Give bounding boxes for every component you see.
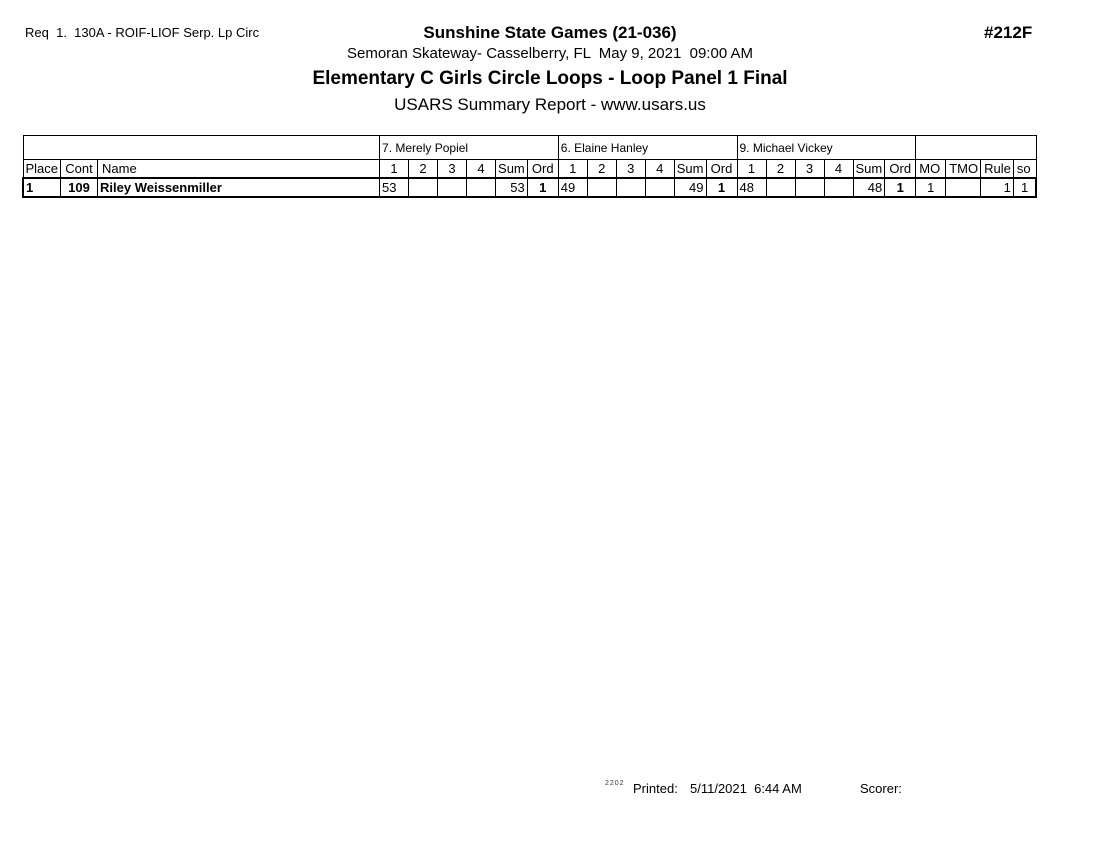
cell-j2-mark2	[586, 176, 617, 198]
cell-rule: 1	[980, 176, 1014, 198]
col-header-place: Place	[22, 159, 62, 178]
cell-j3-mark1: 48	[736, 176, 767, 198]
cell-skater-name: Riley Weissenmiller	[97, 176, 381, 198]
cell-j1-mark1: 53	[379, 176, 410, 198]
col-header-j2-mark1: 1	[557, 159, 588, 178]
col-header-j3-sum: Sum	[852, 159, 886, 178]
cell-j3-ordinal: 1	[884, 176, 917, 198]
cell-j1-mark4	[466, 176, 497, 198]
col-header-j3-ord: Ord	[884, 159, 917, 178]
judge-panel-3: 9. Michael Vickey	[736, 135, 917, 160]
col-header-j3-mark1: 1	[736, 159, 767, 178]
requirement-line: Req 1. 130A - ROIF-LIOF Serp. Lp Circ	[25, 25, 260, 40]
column-header-row: Place Cont Name 1 2 3 4 Sum Ord 1 2 3 4 …	[22, 159, 1037, 178]
footer-version-mark: 2202	[605, 780, 625, 787]
col-header-j3-mark4: 4	[823, 159, 854, 178]
printed-timestamp: 5/11/2021 6:44 AM	[690, 781, 802, 796]
cell-j1-sum: 53	[495, 176, 528, 198]
cell-j3-mark4	[823, 176, 854, 198]
event-number: #212F	[984, 23, 1033, 42]
cell-j2-ordinal: 1	[705, 176, 738, 198]
col-header-j3-mark3: 3	[794, 159, 825, 178]
cell-cont-number: 109	[60, 176, 99, 198]
col-header-rule: Rule	[980, 159, 1014, 178]
cell-tmo	[945, 176, 982, 198]
judge-panel-1: 7. Merely Popiel	[379, 135, 559, 160]
cell-so: 1	[1012, 176, 1038, 198]
col-header-so: so	[1012, 159, 1037, 178]
scorer-label: Scorer:	[860, 781, 902, 796]
cell-j1-mark3	[437, 176, 468, 198]
cell-j2-mark4	[644, 176, 675, 198]
cell-j1-ordinal: 1	[526, 176, 559, 198]
col-header-j3-mark2: 2	[765, 159, 796, 178]
col-header-j1-mark1: 1	[379, 159, 410, 178]
col-header-j1-mark3: 3	[437, 159, 468, 178]
report-type-line: USARS Summary Report - www.usars.us	[394, 94, 706, 114]
col-header-j2-mark2: 2	[586, 159, 617, 178]
col-header-mo: MO	[915, 159, 947, 178]
competitor-row: 1 109 Riley Weissenmiller 53 53 1 49 49 …	[22, 176, 1038, 198]
band-spacer-left	[22, 135, 381, 160]
cell-j2-sum: 49	[673, 176, 707, 198]
col-header-j2-mark4: 4	[644, 159, 675, 178]
competition-title: Sunshine State Games (21-036)	[423, 23, 677, 42]
cell-place: 1	[22, 176, 62, 198]
judge-panel-row: 7. Merely Popiel 6. Elaine Hanley 9. Mic…	[22, 135, 1037, 160]
printed-label: Printed:	[633, 781, 678, 796]
venue-date-line: Semoran Skateway- Casselberry, FL May 9,…	[346, 45, 754, 63]
cell-j1-mark2	[408, 176, 439, 198]
col-header-j2-sum: Sum	[673, 159, 707, 178]
col-header-j1-ord: Ord	[526, 159, 559, 178]
band-spacer-right	[915, 135, 1037, 160]
report-header: Sunshine State Games (21-036) Semoran Sk…	[0, 22, 1100, 115]
judge-panel-2: 6. Elaine Hanley	[557, 135, 738, 160]
cell-j3-mark3	[794, 176, 825, 198]
results-table: 7. Merely Popiel 6. Elaine Hanley 9. Mic…	[22, 135, 1038, 198]
cell-j3-sum: 48	[852, 176, 886, 198]
col-header-j2-ord: Ord	[705, 159, 738, 178]
col-header-j1-mark4: 4	[466, 159, 497, 178]
cell-j2-mark1: 49	[557, 176, 588, 198]
cell-mo: 1	[915, 176, 947, 198]
col-header-name: Name	[97, 159, 381, 178]
event-title: Elementary C Girls Circle Loops - Loop P…	[312, 68, 788, 89]
cell-j2-mark3	[615, 176, 646, 198]
col-header-j1-sum: Sum	[495, 159, 528, 178]
cell-j3-mark2	[765, 176, 796, 198]
col-header-tmo: TMO	[945, 159, 982, 178]
col-header-j1-mark2: 2	[408, 159, 439, 178]
col-header-cont: Cont	[60, 159, 99, 178]
col-header-j2-mark3: 3	[615, 159, 646, 178]
